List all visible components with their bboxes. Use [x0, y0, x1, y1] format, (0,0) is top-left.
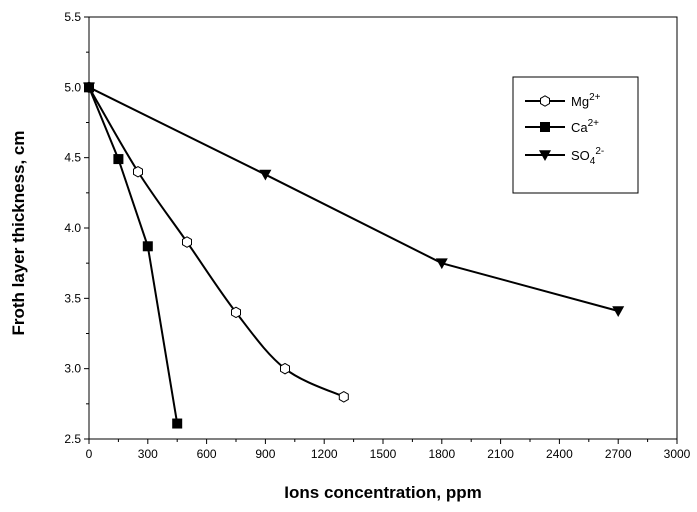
legend-label-sup: 2+ — [589, 92, 601, 103]
legend-marker — [539, 150, 551, 161]
legend-marker — [540, 122, 550, 132]
y-tick-label: 5.5 — [64, 10, 81, 24]
data-point — [133, 165, 143, 178]
data-point — [259, 169, 272, 181]
y-axis: 2.5 3.0 3.5 4.0 4.5 5.0 5.5 — [64, 10, 89, 446]
x-tick-label: 600 — [197, 447, 217, 461]
data-point — [172, 418, 183, 429]
x-tick-label: 300 — [138, 447, 158, 461]
x-tick-label: 3000 — [664, 447, 691, 461]
y-tick-label: 5.0 — [64, 80, 81, 94]
y-axis-title: Froth layer thickness, cm — [9, 130, 28, 335]
data-point — [231, 306, 241, 319]
series-0 — [84, 81, 349, 403]
x-tick-label: 2700 — [605, 447, 632, 461]
x-axis: 0 300 600 900 1200 1500 1800 2100 2400 2700 3000 — [86, 439, 691, 461]
x-tick-label: 900 — [255, 447, 275, 461]
series-line — [88, 86, 179, 424]
x-tick-label: 1500 — [370, 447, 397, 461]
series-layer — [83, 81, 625, 429]
y-tick-label: 3.5 — [64, 291, 81, 305]
legend-box — [512, 76, 639, 194]
x-tick-label: 1200 — [311, 447, 338, 461]
legend-marker — [540, 95, 550, 107]
legend-item: Mg2+ — [525, 92, 601, 109]
legend-label-base: Ca — [571, 120, 588, 135]
y-tick-label: 4.5 — [64, 151, 81, 165]
series-2 — [83, 82, 625, 317]
data-point — [182, 236, 192, 248]
y-tick-label: 3.0 — [64, 362, 81, 376]
data-point — [280, 362, 290, 375]
x-tick-label: 0 — [86, 447, 93, 461]
x-tick-label: 2100 — [487, 447, 514, 461]
data-point — [338, 391, 349, 403]
legend: Mg2+Ca2+SO42- — [512, 76, 639, 194]
data-point — [142, 241, 153, 252]
legend-label-sup: 2+ — [588, 118, 600, 129]
series-line — [88, 86, 345, 398]
data-point — [113, 154, 124, 165]
legend-item: SO42- — [525, 146, 604, 167]
y-tick-label: 4.0 — [64, 221, 81, 235]
legend-label: Ca2+ — [571, 118, 599, 135]
legend-label: SO42- — [571, 146, 604, 167]
legend-label-base: Mg — [571, 94, 589, 109]
data-point — [83, 82, 95, 94]
series-1 — [84, 82, 183, 429]
x-tick-label: 2400 — [546, 447, 573, 461]
data-point — [435, 258, 448, 270]
legend-label-base: SO — [571, 148, 590, 163]
series-line — [88, 86, 619, 312]
x-tick-label: 1800 — [428, 447, 455, 461]
legend-label-sub: 4 — [590, 156, 596, 167]
y-tick-label: 2.5 — [64, 432, 81, 446]
legend-label: Mg2+ — [571, 92, 601, 109]
x-axis-title: Ions concentration, ppm — [284, 483, 481, 502]
legend-label-sup: 2- — [595, 146, 604, 157]
legend-item: Ca2+ — [525, 118, 599, 135]
data-point — [612, 306, 625, 317]
